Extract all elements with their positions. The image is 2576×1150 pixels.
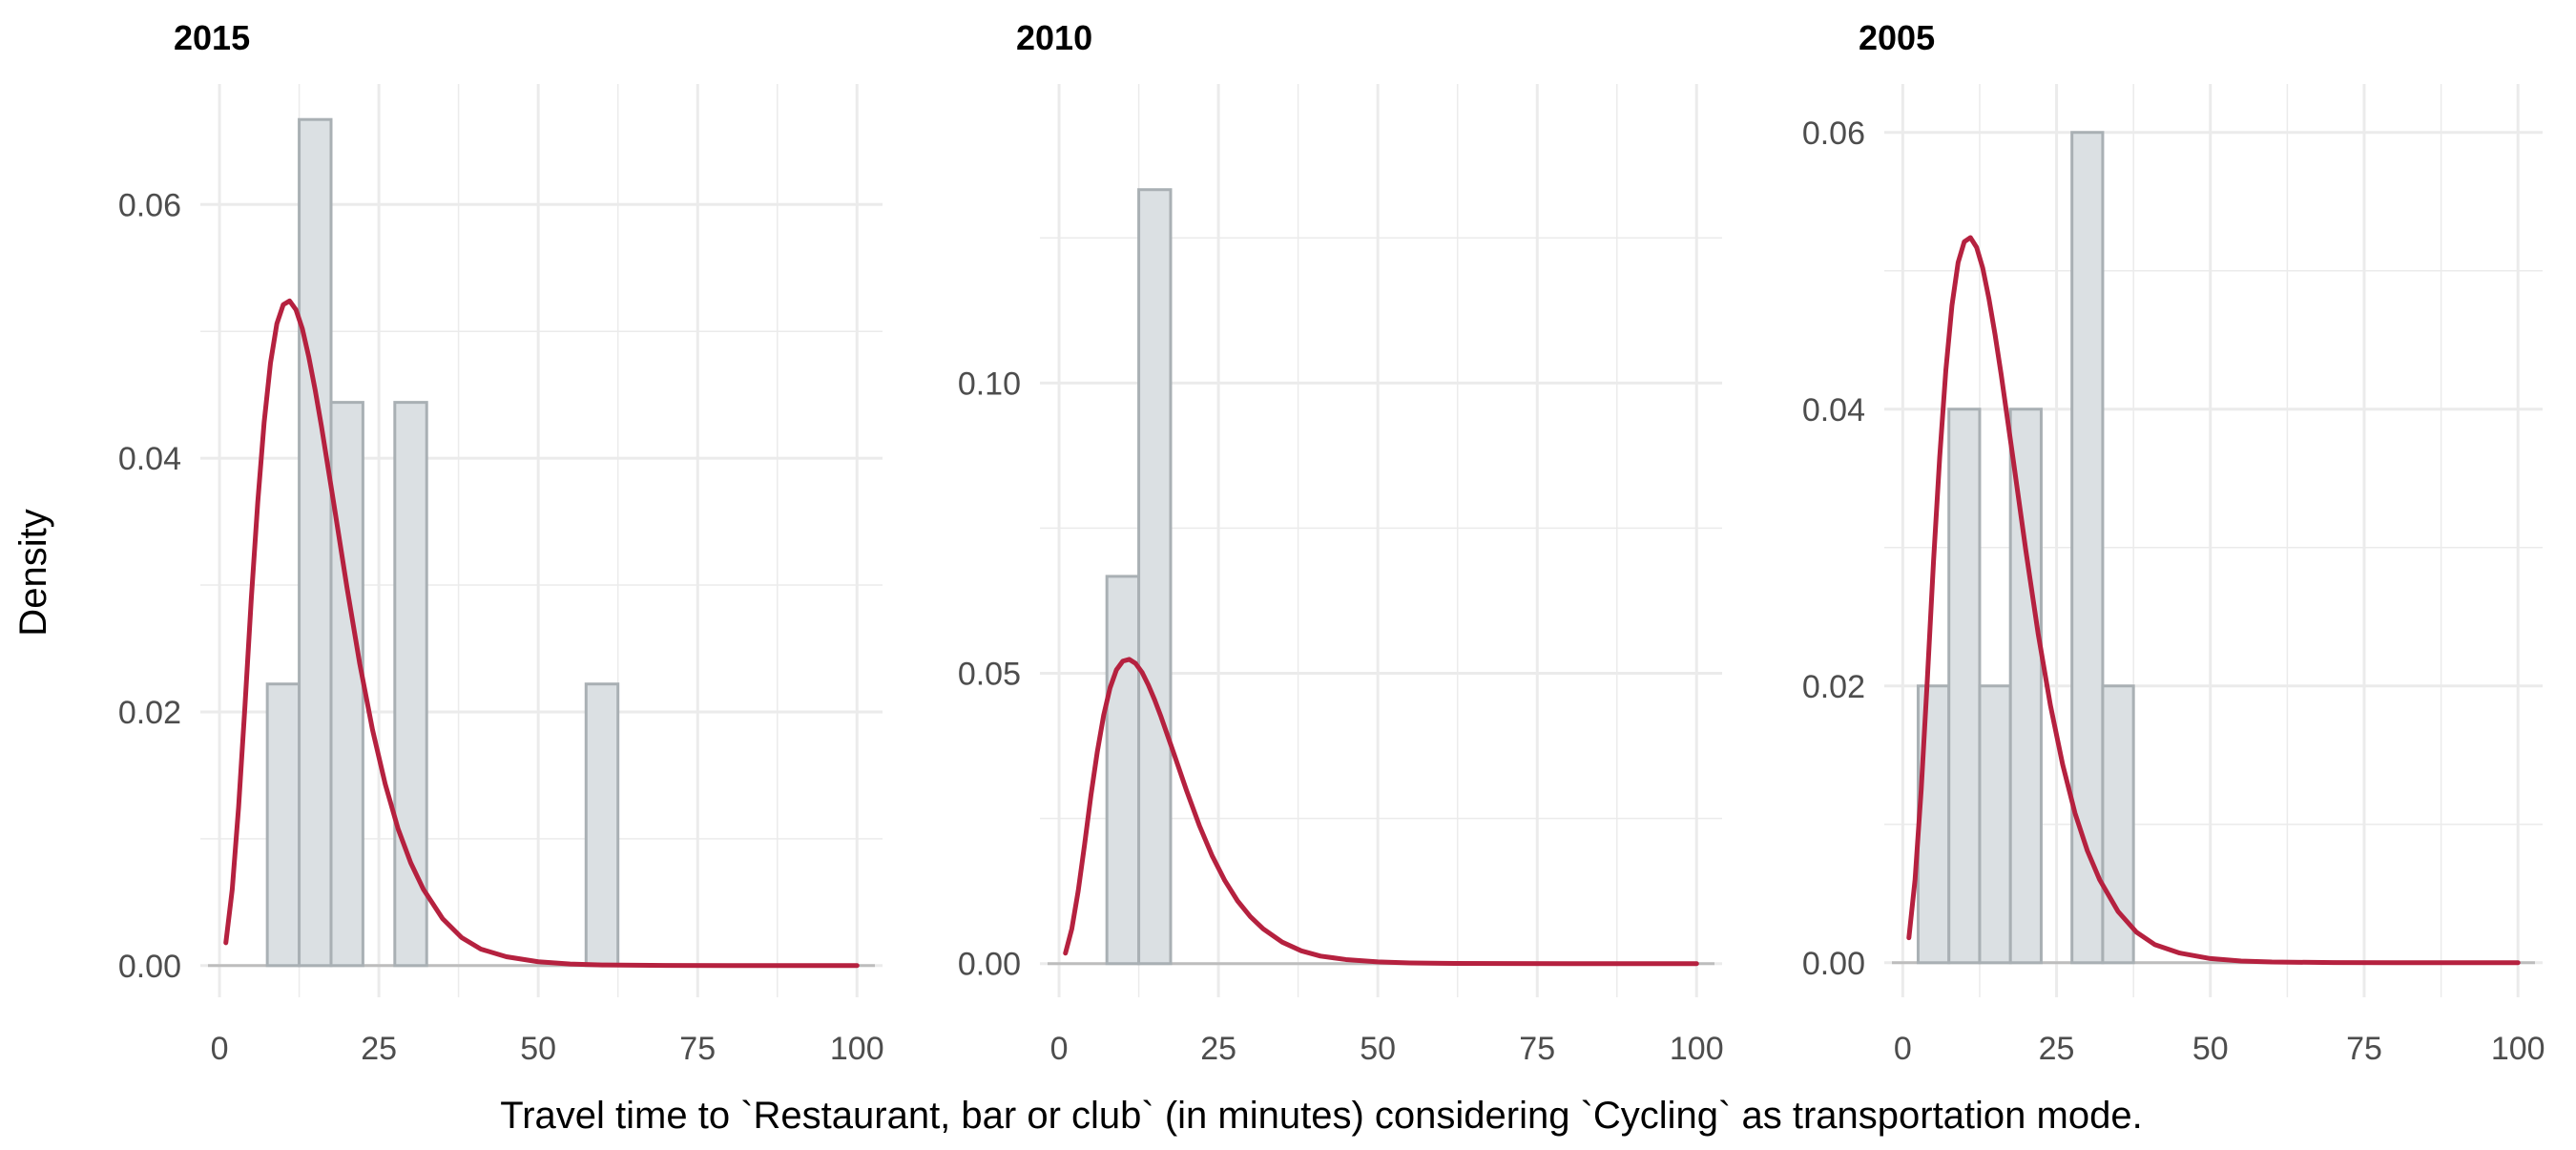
x-tick-label: 50 [520,1031,556,1067]
x-tick-label: 100 [2491,1031,2545,1067]
panel-2015: 0 25 50 75 100 0.00 0.02 0.04 0.06 2015 [118,18,884,1067]
y-tick-label: 0.05 [958,657,1021,693]
panel-title: 2005 [1859,18,1935,57]
density-curve [223,298,860,969]
histogram-bar [298,117,333,968]
histogram-bar [2101,684,2135,965]
histogram-bar [1947,408,1982,965]
histogram-bar [2008,408,2043,965]
panel-2010: 0 25 50 75 100 0.00 0.05 0.10 2010 [958,18,1724,1067]
y-tick-label: 0.04 [1802,392,1865,429]
x-tick-label: 50 [2192,1031,2229,1067]
panel-title: 2015 [174,18,250,57]
panel-2005: 0 25 50 75 100 0.00 0.02 0.04 0.06 2005 [1802,18,2545,1067]
x-tick-label: 75 [679,1031,716,1067]
y-tick-label: 0.00 [958,947,1021,983]
histogram-bar [2070,131,2105,965]
y-tick-label: 0.02 [118,695,181,731]
density-curve [1063,657,1699,967]
y-tick-label: 0.06 [1802,115,1865,152]
x-tick-label: 75 [1519,1031,1555,1067]
x-tick-label: 25 [1200,1031,1236,1067]
density-curve [1906,235,2521,966]
x-tick-label: 50 [1360,1031,1396,1067]
histogram-bar [1105,575,1141,966]
histogram-bar [329,401,364,968]
y-tick-label: 0.00 [1802,946,1865,982]
histogram-bar [393,401,428,968]
x-tick-label: 0 [211,1031,229,1067]
histogram-bar [265,682,301,968]
x-tick-label: 75 [2346,1031,2382,1067]
x-tick-label: 100 [830,1031,884,1067]
histogram-bar [1137,188,1173,966]
y-tick-label: 0.06 [118,187,181,223]
y-tick-label: 0.04 [118,441,181,477]
y-tick-label: 0.02 [1802,669,1865,705]
panel-title: 2010 [1016,18,1092,57]
y-tick-label: 0.00 [118,949,181,985]
x-tick-label: 25 [361,1031,397,1067]
histogram-bar [584,682,620,968]
x-tick-label: 0 [1050,1031,1069,1067]
x-tick-label: 0 [1894,1031,1912,1067]
x-axis-title: Travel time to `Restaurant, bar or club`… [500,1095,2142,1137]
x-tick-label: 100 [1670,1031,1724,1067]
x-tick-label: 25 [2039,1031,2075,1067]
y-tick-label: 0.10 [958,366,1021,402]
y-axis-title: Density [12,509,54,636]
histogram-bar [1978,684,2012,965]
